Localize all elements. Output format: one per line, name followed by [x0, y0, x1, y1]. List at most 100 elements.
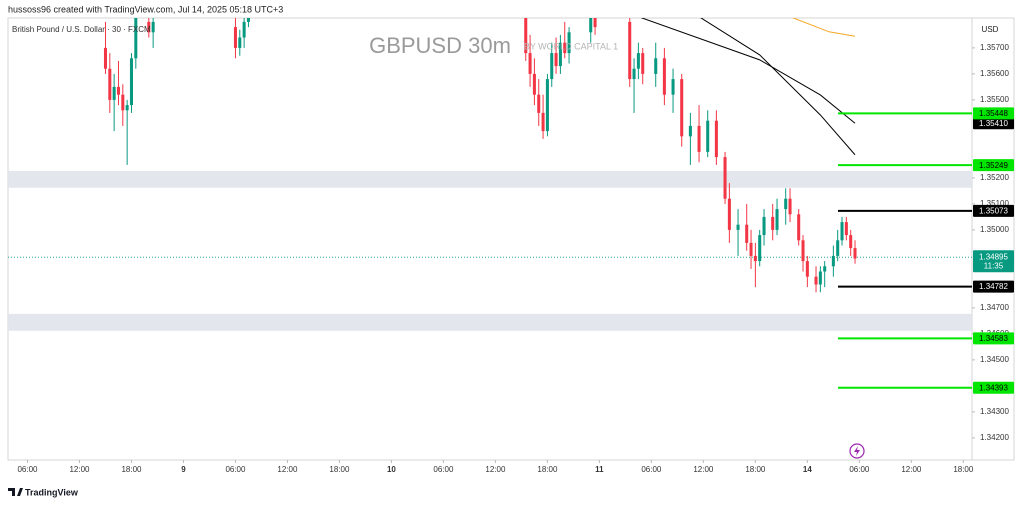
y-tick-label: 1.34700 — [980, 303, 1009, 312]
candle-body — [805, 261, 809, 277]
candle-body — [823, 266, 827, 272]
x-tick-label: 06:00 — [641, 465, 662, 474]
candle-body — [537, 94, 541, 113]
candle-body — [558, 42, 562, 67]
candle-body — [775, 209, 779, 230]
ma-price-tag-bg — [973, 117, 1014, 130]
candle-body — [238, 37, 242, 48]
candle-body — [636, 53, 640, 69]
candle-body — [550, 53, 554, 80]
candle-body — [589, 18, 593, 33]
watermark-title: GBPUSD 30m — [369, 33, 511, 58]
candle-body — [797, 214, 801, 241]
candle-body — [632, 68, 636, 80]
level-tag-bg — [973, 204, 1014, 217]
y-tick-label: 1.34200 — [980, 433, 1009, 442]
level-tag: 1.34583 — [979, 334, 1008, 343]
last-price-tag: 1.34895 — [979, 252, 1008, 261]
level-tag: 1.34393 — [979, 383, 1008, 392]
last-price-tag-bg — [973, 250, 1014, 273]
level-tag-bg — [973, 280, 1014, 293]
countdown: 11:35 — [984, 261, 1004, 270]
candle-body — [593, 18, 597, 28]
x-tick-label: 14 — [803, 465, 812, 474]
x-tick-label: 9 — [181, 465, 186, 474]
chart-frame — [7, 17, 1015, 461]
candle-body — [662, 58, 666, 95]
candle-body — [112, 86, 116, 100]
candle-body — [147, 21, 151, 33]
footer-brand: TradingView — [25, 487, 79, 497]
candle-body — [762, 216, 766, 236]
candle-body — [844, 222, 848, 236]
candle-body — [736, 224, 740, 230]
x-tick-label: 06:00 — [17, 465, 38, 474]
candle-body — [818, 271, 822, 285]
candle-body — [103, 47, 107, 69]
level-tag-bg — [973, 107, 1014, 120]
ma-price-tag: 1.35410 — [979, 119, 1008, 128]
candle-body — [129, 58, 133, 106]
moving-average — [640, 18, 856, 124]
symbol-label: British Pound / U.S. Dollar · 30 · FXCM — [12, 25, 151, 34]
candle-body — [801, 240, 805, 262]
x-tick-label: 12:00 — [693, 465, 714, 474]
x-tick-label: 18:00 — [121, 465, 142, 474]
candle-body — [246, 18, 250, 22]
level-tag: 1.35073 — [979, 207, 1008, 216]
candle-body — [242, 21, 246, 38]
candle-body — [680, 79, 684, 137]
level-tag: 1.34782 — [979, 282, 1008, 291]
candle-body — [654, 58, 658, 74]
candle-body — [745, 224, 749, 243]
x-tick-label: 12:00 — [69, 465, 90, 474]
x-tick-label: 18:00 — [329, 465, 350, 474]
candle-body — [671, 79, 675, 95]
candle-body — [545, 79, 549, 132]
candle-body — [688, 125, 692, 137]
candle-body — [831, 255, 835, 267]
y-tick-label: 1.35000 — [980, 225, 1009, 234]
candle-body — [108, 68, 112, 100]
level-tag-bg — [973, 332, 1014, 345]
y-tick-label: 1.35100 — [980, 199, 1009, 208]
x-tick-label: 18:00 — [537, 465, 558, 474]
candle-body — [528, 53, 532, 74]
candle-body — [788, 198, 792, 215]
y-tick-label: 1.35500 — [980, 95, 1009, 104]
zone — [8, 313, 972, 331]
candle-body — [723, 157, 727, 199]
x-tick-label: 18:00 — [953, 465, 974, 474]
candle-body — [853, 248, 857, 259]
candle-body — [706, 120, 710, 152]
y-tick-label: 1.35200 — [980, 173, 1009, 182]
x-tick-label: 11 — [595, 465, 604, 474]
candle-body — [814, 276, 818, 285]
level-tag-bg — [973, 159, 1014, 172]
candle-body — [727, 198, 731, 230]
zone — [8, 170, 972, 188]
candle-body — [628, 21, 632, 80]
tradingview-logo — [8, 488, 23, 496]
level-tag: 1.35448 — [979, 109, 1008, 118]
candle-body — [758, 235, 762, 262]
level-tag: 1.35249 — [979, 161, 1008, 170]
candle-body — [714, 120, 718, 158]
candle-body — [541, 112, 545, 132]
x-tick-label: 12:00 — [485, 465, 506, 474]
plot-area — [8, 18, 972, 331]
currency[interactable]: USD — [982, 25, 999, 34]
alert-icon[interactable] — [849, 443, 865, 459]
y-tick-label: 1.35700 — [980, 43, 1009, 52]
x-tick-label: 12:00 — [901, 465, 922, 474]
candle-body — [134, 18, 138, 59]
y-tick-label: 1.34300 — [980, 407, 1009, 416]
candle-body — [233, 27, 237, 48]
candle-body — [563, 42, 567, 54]
candle-body — [554, 53, 558, 67]
x-tick-label: 06:00 — [433, 465, 454, 474]
candle-body — [532, 73, 536, 95]
candle-body — [125, 105, 129, 111]
